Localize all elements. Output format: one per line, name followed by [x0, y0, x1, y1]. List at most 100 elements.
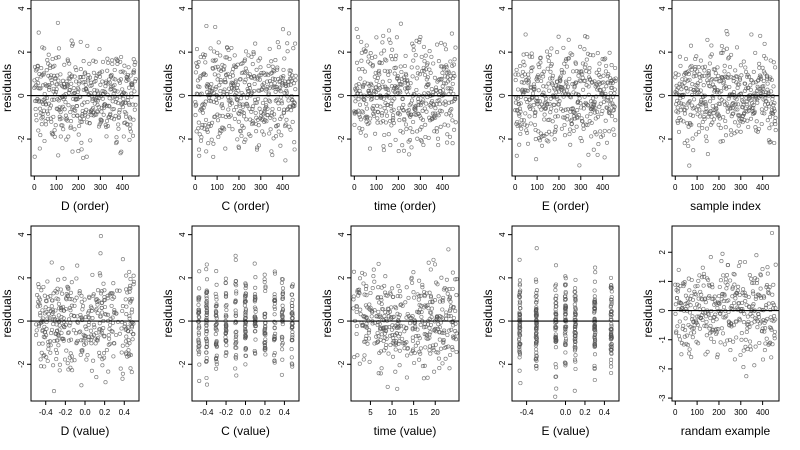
data-point — [127, 352, 132, 357]
data-point — [233, 80, 238, 85]
data-point — [354, 331, 359, 337]
data-point — [119, 350, 124, 355]
data-point — [423, 332, 428, 337]
data-point — [419, 54, 424, 59]
data-point — [740, 300, 745, 305]
data-point — [43, 330, 48, 335]
data-point — [388, 104, 393, 109]
x-axis-label: C (value) — [221, 424, 270, 438]
data-point — [420, 364, 425, 369]
data-point — [196, 352, 201, 357]
data-point — [418, 34, 423, 40]
data-point — [594, 94, 599, 99]
data-point — [280, 27, 286, 32]
data-point — [560, 70, 565, 75]
data-point — [609, 357, 614, 362]
data-point — [124, 304, 129, 309]
data-point — [247, 106, 252, 111]
data-point — [397, 363, 402, 368]
data-point — [703, 100, 708, 105]
data-point — [751, 105, 756, 110]
data-point — [382, 335, 387, 340]
data-point — [54, 87, 59, 92]
data-point — [696, 296, 701, 301]
data-point — [210, 120, 215, 125]
data-point — [130, 85, 135, 90]
data-point — [74, 104, 79, 109]
data-point — [129, 324, 135, 329]
x-tick-label: 0.2 — [579, 408, 591, 417]
data-point — [723, 84, 728, 89]
data-point — [517, 338, 522, 343]
data-point — [243, 312, 248, 317]
data-point — [251, 121, 256, 126]
data-point — [688, 303, 693, 308]
data-point — [214, 282, 219, 287]
data-point — [364, 106, 369, 111]
data-point — [695, 83, 700, 88]
data-point — [731, 323, 736, 328]
data-point — [388, 40, 393, 45]
data-point — [738, 77, 743, 82]
data-point — [745, 347, 750, 352]
data-point — [379, 61, 384, 66]
data-point — [127, 316, 132, 321]
data-point — [678, 108, 683, 113]
data-point — [559, 68, 564, 73]
data-point — [36, 30, 41, 35]
data-point — [224, 307, 229, 313]
data-point — [697, 307, 702, 312]
data-point — [536, 74, 541, 80]
data-point — [708, 255, 713, 260]
data-point — [526, 72, 531, 77]
data-point — [353, 99, 358, 104]
data-point — [766, 101, 771, 106]
data-point — [88, 91, 93, 96]
data-point — [540, 133, 545, 138]
data-point — [566, 56, 571, 61]
data-point — [724, 273, 730, 278]
data-point — [84, 88, 89, 94]
data-point — [79, 114, 85, 119]
data-point — [704, 333, 709, 338]
data-point — [544, 84, 549, 89]
data-point — [518, 101, 523, 106]
data-point — [386, 351, 391, 356]
data-point — [62, 276, 67, 281]
data-point — [683, 56, 689, 62]
data-point — [431, 348, 436, 353]
data-point — [125, 343, 130, 348]
data-point — [45, 116, 50, 121]
data-point — [724, 101, 729, 106]
data-point — [366, 54, 371, 59]
data-point — [697, 114, 703, 119]
data-point — [232, 53, 237, 58]
data-point — [293, 87, 298, 92]
data-point — [609, 299, 614, 305]
data-point — [533, 110, 538, 115]
data-point — [677, 81, 682, 86]
data-point — [279, 280, 284, 285]
data-point — [272, 350, 277, 356]
data-point — [86, 337, 91, 342]
data-point — [251, 49, 256, 55]
data-point — [256, 96, 261, 101]
data-point — [517, 316, 523, 321]
y-tick-label: 2 — [17, 49, 26, 54]
data-point — [243, 308, 248, 313]
data-point — [279, 114, 284, 119]
data-point — [773, 65, 778, 70]
data-point — [444, 316, 449, 321]
data-point — [272, 269, 277, 274]
data-point — [107, 80, 112, 85]
data-point — [749, 276, 754, 281]
data-point — [762, 71, 767, 76]
data-point — [553, 374, 558, 379]
data-point — [47, 339, 53, 344]
data-point — [193, 70, 198, 75]
data-point — [273, 98, 278, 103]
data-point — [91, 105, 96, 111]
data-point — [728, 92, 733, 97]
y-tick-label: 0 — [178, 93, 187, 98]
data-point — [570, 52, 575, 57]
